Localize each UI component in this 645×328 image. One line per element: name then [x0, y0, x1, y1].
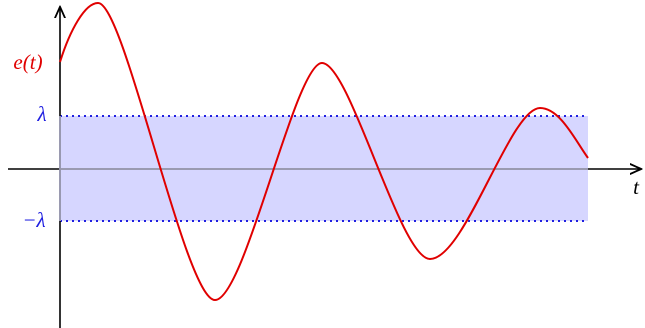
axis-label: t	[633, 175, 640, 199]
lower-label: −λ	[22, 208, 45, 232]
upper-label: λ	[36, 102, 46, 126]
function-label: e(t)	[13, 50, 42, 74]
curve	[59, 1, 589, 302]
